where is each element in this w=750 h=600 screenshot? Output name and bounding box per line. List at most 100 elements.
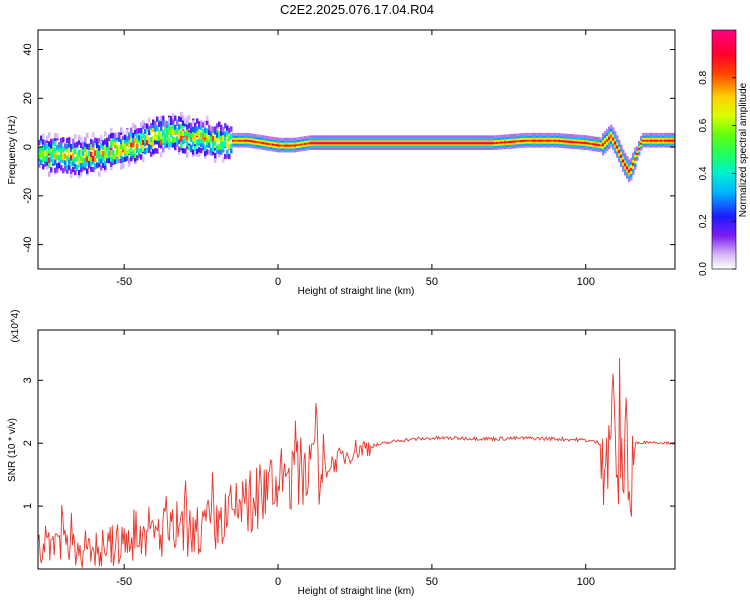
spectrogram-cell	[450, 141, 453, 145]
spectrogram-cell	[638, 148, 641, 152]
spectrogram-cell	[64, 153, 67, 159]
spectrogram-cell	[452, 143, 455, 147]
spectrogram-cell	[78, 139, 81, 145]
spectrogram-cell	[328, 145, 331, 149]
spectrogram-cell	[86, 132, 89, 139]
spectrogram-cell	[584, 135, 587, 139]
spectrogram-cell	[672, 134, 675, 138]
spectrogram-xlabel: Height of straight line (km)	[298, 286, 415, 297]
spectrogram-cell	[78, 162, 81, 168]
spectrogram-cell	[38, 162, 41, 168]
spectrogram-cell	[198, 123, 201, 130]
spectrogram-cell	[598, 147, 601, 151]
spectrogram-cell	[386, 141, 389, 145]
spectrogram-cell	[280, 149, 283, 153]
spectrogram-cell	[398, 145, 401, 149]
spectrogram-cell	[196, 126, 199, 132]
spectrogram-cell	[596, 146, 599, 150]
spectrogram-cell	[624, 162, 627, 167]
spectrogram-cell	[270, 146, 273, 150]
spectrogram-cell	[324, 141, 327, 145]
spectrogram-cell	[434, 141, 437, 145]
spectrogram-cell	[80, 155, 83, 162]
spectrogram-cell	[56, 149, 59, 155]
spectrogram-cell	[44, 140, 47, 146]
spectrogram-cell	[60, 165, 63, 171]
spectrogram-cell	[316, 143, 319, 147]
spectrogram-cell	[106, 137, 109, 143]
spectrogram-cell	[246, 140, 249, 144]
spectrogram-cell	[648, 134, 651, 138]
spectrogram-cell	[652, 136, 655, 140]
spectrogram-cell	[630, 166, 633, 171]
spectrogram-cell	[214, 136, 217, 142]
spectrogram-cell	[282, 141, 285, 145]
spectrogram-cell	[600, 149, 603, 153]
spectrogram-cell	[556, 136, 559, 140]
spectrogram-cell	[362, 137, 365, 141]
spectrogram-cell	[426, 135, 429, 139]
spectrogram-cell	[42, 139, 45, 145]
spectrogram-cell	[192, 132, 195, 138]
spectrogram-cell	[620, 144, 623, 149]
spectrogram-cell	[416, 143, 419, 147]
spectrogram-cell	[658, 132, 661, 136]
spectrogram-cell	[190, 136, 193, 142]
spectrogram-cell	[340, 141, 343, 145]
spectrogram-cell	[376, 141, 379, 145]
spectrogram-cell	[586, 141, 589, 145]
spectrogram-cell	[424, 135, 427, 139]
spectrogram-cell	[608, 132, 611, 137]
spectrogram-cell	[624, 165, 627, 170]
spectrogram-cell	[74, 148, 77, 155]
spectrogram-cell	[388, 139, 391, 143]
spectrogram-cell	[416, 139, 419, 143]
spectrogram-cell	[366, 141, 369, 145]
spectrogram-cell	[322, 145, 325, 149]
spectrogram-cell	[152, 119, 155, 125]
spectrogram-cell	[304, 141, 307, 145]
spectrogram-cell	[332, 143, 335, 147]
spectrogram-cell	[330, 145, 333, 149]
spectrogram-cell	[326, 135, 329, 139]
spectrogram-cell	[590, 147, 593, 151]
spectrogram-cell	[78, 149, 81, 155]
spectrogram-cell	[88, 143, 91, 149]
spectrogram-cell	[268, 138, 271, 142]
spectrogram-cell	[296, 143, 299, 147]
spectrogram-cell	[468, 135, 471, 139]
spectrogram-cell	[300, 140, 303, 144]
spectrogram-cell	[264, 143, 267, 147]
spectrogram-cell	[470, 141, 473, 145]
spectrogram-cell	[110, 150, 113, 156]
spectrogram-cell	[334, 143, 337, 147]
spectrogram-cell	[582, 137, 585, 140]
spectrogram-cell	[242, 138, 245, 142]
spectrogram-cell	[462, 147, 465, 151]
spectrogram-cell	[192, 141, 195, 147]
spectrogram-cell	[320, 141, 323, 145]
spectrogram-cell	[282, 137, 285, 141]
spectrogram-cell	[612, 139, 615, 144]
spectrogram-cell	[456, 137, 459, 141]
spectrogram-cell	[292, 149, 295, 153]
spectrogram-cell	[52, 146, 55, 153]
spectrogram-cell	[598, 143, 601, 147]
spectrogram-cell	[654, 132, 657, 136]
spectrogram-cell	[346, 139, 349, 143]
spectrogram-cell	[390, 135, 393, 139]
spectrogram-cell	[316, 147, 319, 151]
spectrogram-cell	[654, 144, 657, 148]
spectrogram-cell	[470, 147, 473, 151]
spectrogram-cell	[124, 156, 127, 162]
spectrogram-cell	[220, 140, 223, 146]
spectrogram-cell	[600, 145, 603, 149]
spectrogram-cell	[182, 130, 185, 136]
spectrogram-cell	[592, 142, 595, 146]
spectrogram-cell	[272, 146, 275, 150]
spectrogram-cell	[660, 138, 663, 142]
spectrogram-cell	[300, 148, 303, 152]
spectrogram-cell	[44, 155, 47, 162]
spectrogram-cell	[434, 139, 437, 143]
spectrogram-cell	[156, 139, 159, 145]
